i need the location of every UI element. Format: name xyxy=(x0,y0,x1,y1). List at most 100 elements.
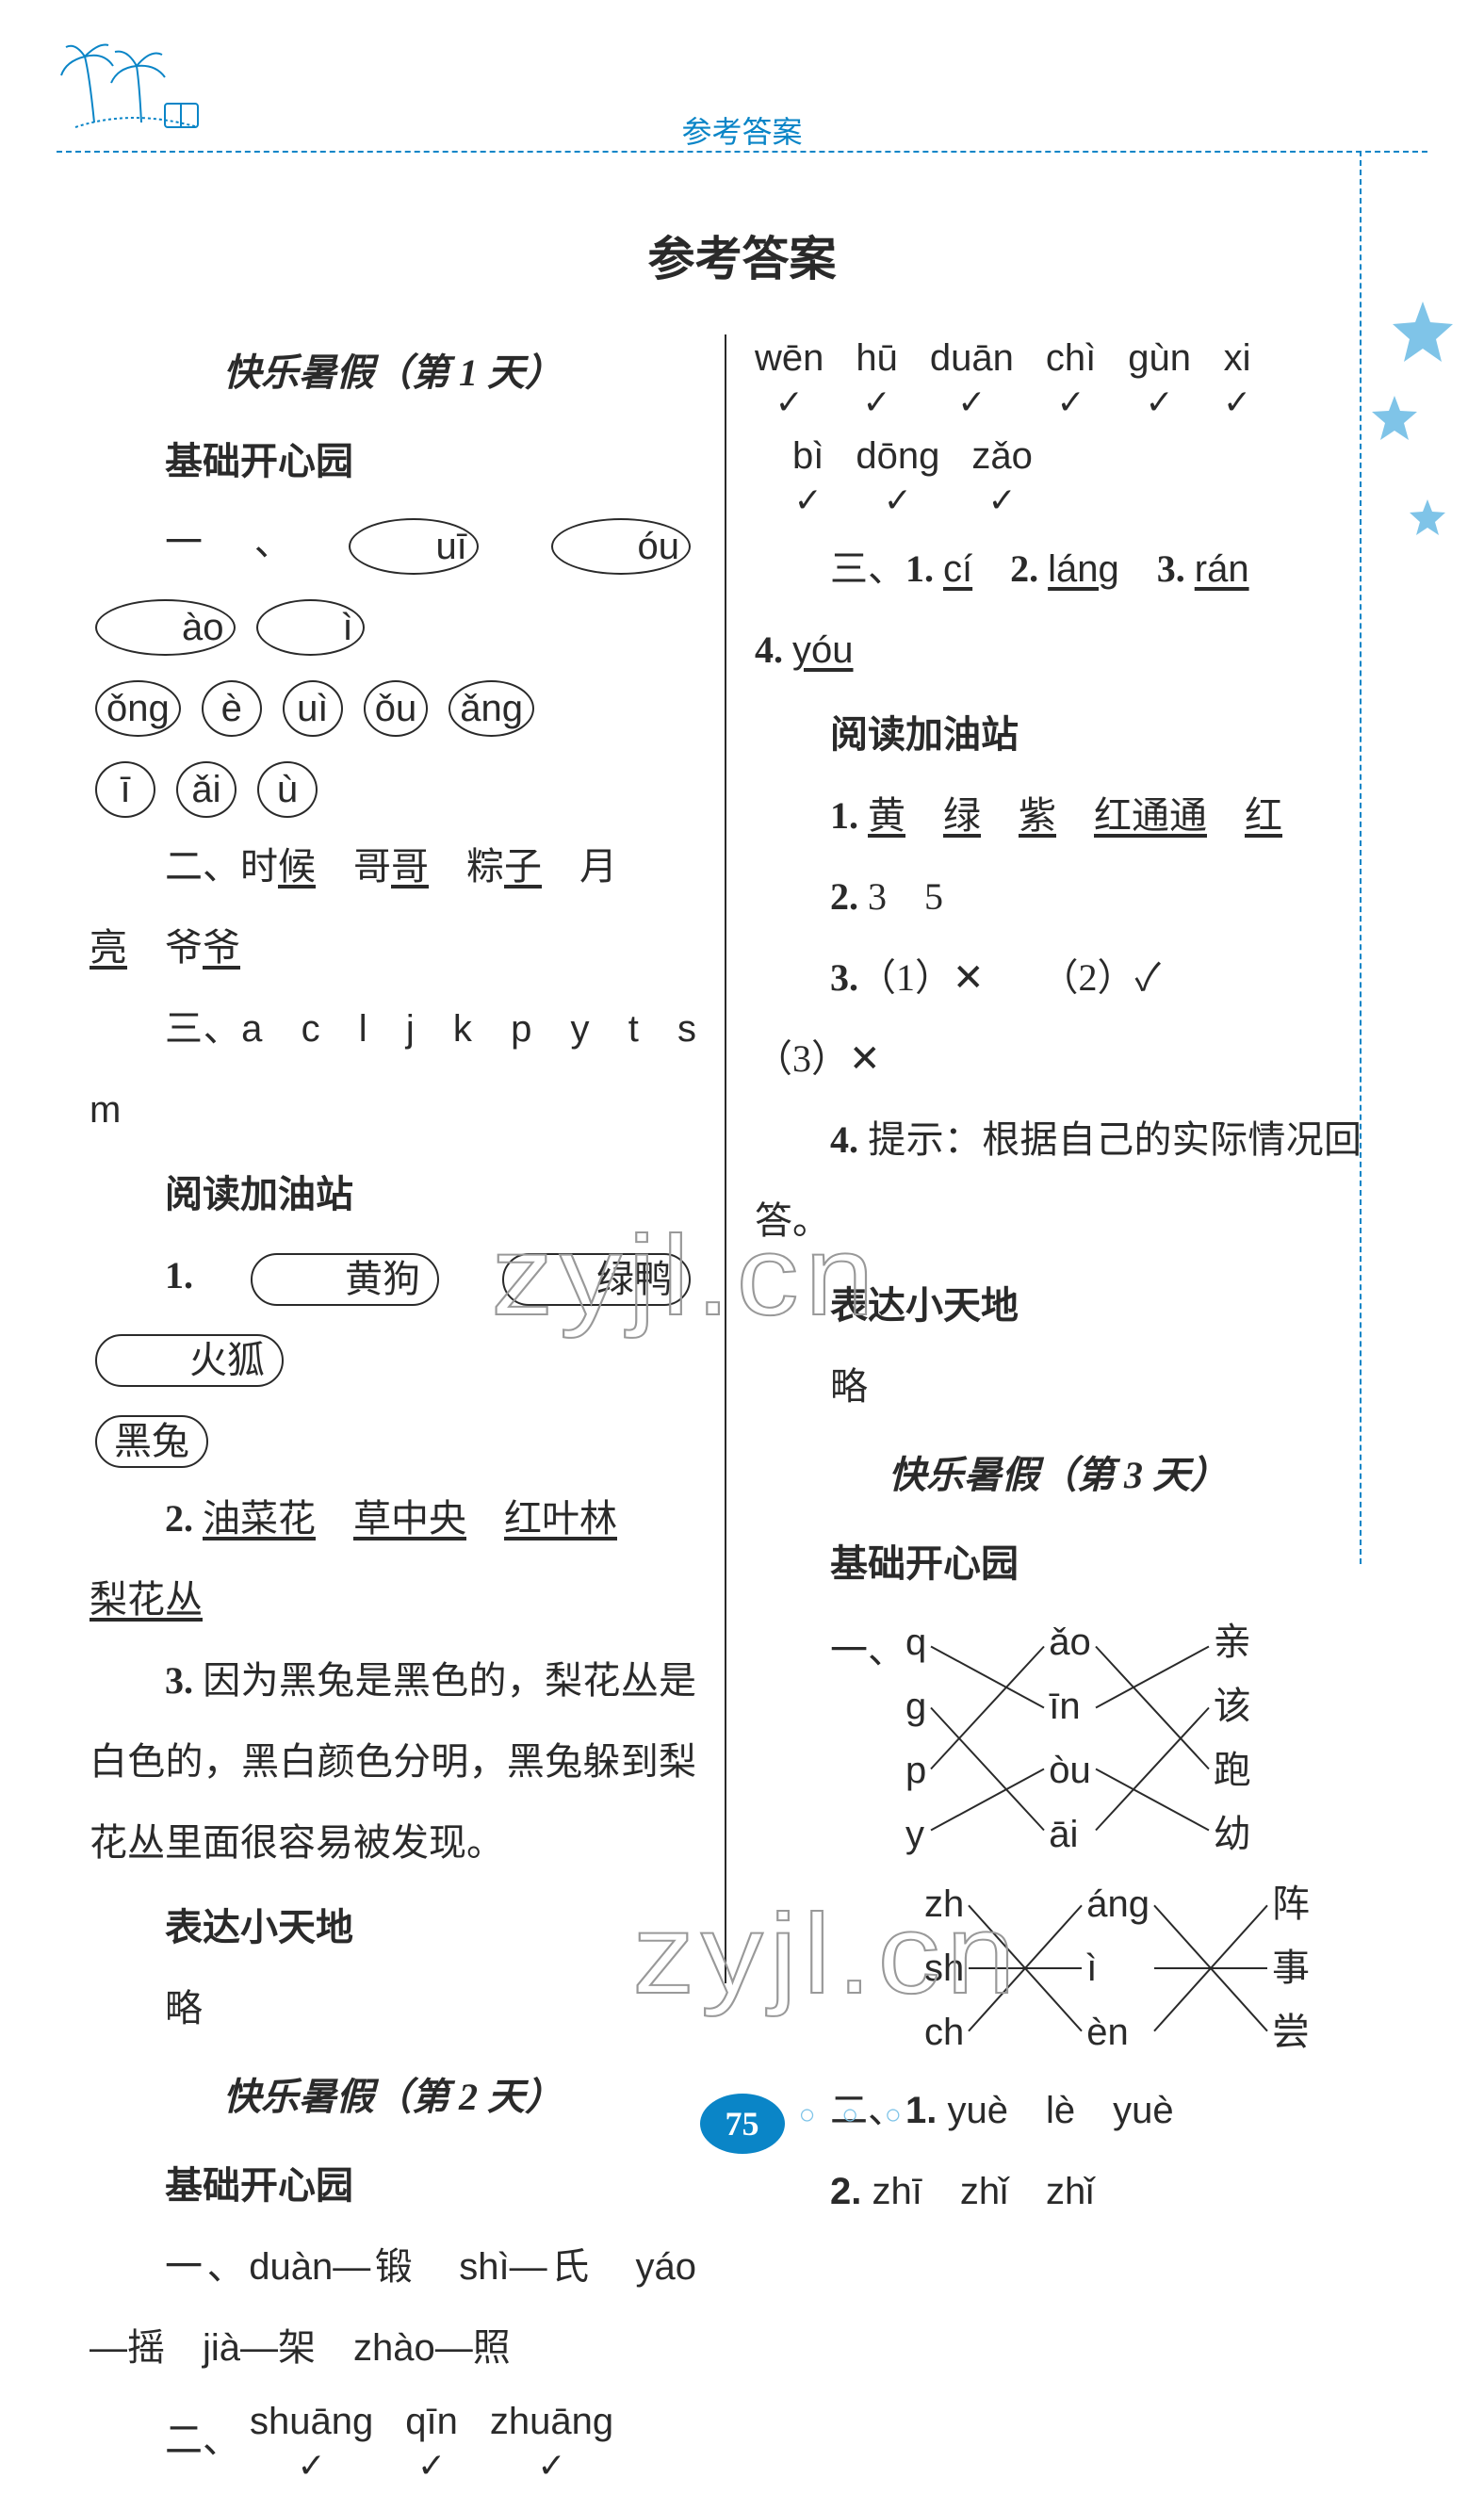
circled-item: ǎi xyxy=(176,761,236,818)
word: 粽 xyxy=(466,845,504,888)
match-item: òu xyxy=(1049,1738,1091,1802)
ul-word: 红叶林 xyxy=(504,1497,617,1540)
day3-section1: 基础开心园 xyxy=(830,1524,1362,1605)
ul-word: 爷 xyxy=(203,926,240,969)
day1-s2-q2: 2. 油菜花 草中央 红叶林 xyxy=(90,1478,696,1559)
match-item: ì xyxy=(1086,1936,1150,2000)
q1-label: 一、 xyxy=(830,1610,905,1691)
day2-q1: 一、duàn—锻 shì—氏 yáo—摇 jià—架 zhào—照 xyxy=(90,2226,696,2388)
item-val: láng xyxy=(1048,548,1119,590)
match2-right: 阵 事 尝 xyxy=(1272,1872,1310,2064)
pinyin-text: dōng xyxy=(856,435,939,477)
match2-lines-lm xyxy=(964,1874,1086,2062)
circled-item: ǒng xyxy=(95,680,181,737)
ul-word: 哥 xyxy=(391,845,429,888)
q3-label: 三、 xyxy=(830,547,905,590)
right-column: wēn✓ hū✓ duān✓ chì✓ gùn✓ xi✓ bì✓ dōng✓ z… xyxy=(726,325,1362,2494)
match-item: 亲 xyxy=(1214,1610,1251,1674)
match1-mid: ǎo īn òu āi xyxy=(1049,1610,1091,1866)
item-val: yóu xyxy=(792,629,854,671)
pinyin-check: zhuāng ✓ xyxy=(490,2400,613,2486)
item-val: cí xyxy=(943,548,972,590)
left-column: 快乐暑假（第 1 天） 基础开心园 一、uī óu ào ì ǒng è uì … xyxy=(90,325,725,2494)
day2-title: 快乐暑假（第 2 天） xyxy=(90,2057,696,2138)
header-small-title: 参考答案 xyxy=(0,108,1484,152)
pinyin-text: gùn xyxy=(1128,337,1191,379)
day3-title: 快乐暑假（第 3 天） xyxy=(755,1435,1362,1516)
day1-q2: 二、时候 哥哥 粽子 月 xyxy=(90,826,696,907)
pinyin-text: xi xyxy=(1224,337,1251,379)
q-label: 1. xyxy=(165,1254,193,1296)
item-num: 2. xyxy=(1010,547,1038,590)
check-icon: ✓ xyxy=(884,481,912,519)
match2-left: zh sh ch xyxy=(924,1872,964,2064)
q-label: 2. xyxy=(165,1497,193,1540)
day2-section3: 表达小天地 xyxy=(830,1265,1362,1346)
ul-word: 绿 xyxy=(943,794,981,837)
day1-title: 快乐暑假（第 1 天） xyxy=(90,333,696,414)
day1-section3: 表达小天地 xyxy=(165,1887,696,1968)
pinyin-text: qīn xyxy=(405,2401,458,2442)
pinyin-check: chì ✓ xyxy=(1046,336,1096,423)
match-item: sh xyxy=(924,1936,964,2000)
oval-item: 绿鸭 xyxy=(502,1253,691,1306)
check-icon: ✓ xyxy=(537,2446,565,2485)
circled-item: ǒu xyxy=(364,680,429,737)
check-icon: ✓ xyxy=(417,2446,446,2485)
match1-lines-mr xyxy=(1091,1616,1214,1861)
q2-label: 二、 xyxy=(165,2419,240,2461)
check-icon: ✓ xyxy=(957,383,986,421)
pinyin-check: duān ✓ xyxy=(930,336,1014,423)
pinyin-check: qīn ✓ xyxy=(405,2400,458,2486)
pinyin-check: wēn ✓ xyxy=(755,336,824,423)
pinyin-text: wēn xyxy=(755,337,824,379)
item-num: 1. xyxy=(905,547,934,590)
match-item: y xyxy=(905,1802,926,1866)
match-diagram-2: zh sh ch áng ì èn 阵 事 尝 xyxy=(924,1872,1362,2064)
day1-s2-q1: 1. 黄狗 绿鸭 火狐 xyxy=(90,1235,696,1397)
match2-mid: áng ì èn xyxy=(1086,1872,1150,2064)
match1-right: 亲 该 跑 幼 xyxy=(1214,1610,1251,1866)
circled-item: è xyxy=(202,680,262,737)
check-icon: ✓ xyxy=(1223,383,1251,421)
match-item: p xyxy=(905,1738,926,1802)
match-item: áng xyxy=(1086,1872,1150,1936)
check-icon: ✓ xyxy=(775,383,804,421)
circled-item: uì xyxy=(283,680,343,737)
pinyin-text: duān xyxy=(930,337,1014,379)
day1-q2-row2: 亮 爷爷 xyxy=(90,907,696,988)
day1-section1: 基础开心园 xyxy=(165,421,696,502)
q-label: 1. xyxy=(830,794,858,837)
pinyin-check: hū✓ xyxy=(856,336,898,423)
day2-q3-row2: 4. yóu xyxy=(755,610,1362,691)
day2-q3: 三、1. cí 2. láng 3. rán xyxy=(755,529,1362,610)
pinyin-text: chì xyxy=(1046,337,1096,379)
match-item: g xyxy=(905,1674,926,1738)
match-item: èn xyxy=(1086,2000,1150,2064)
ul-word: 子 xyxy=(504,845,542,888)
pinyin-text: zǎo xyxy=(971,435,1033,477)
match-item: 跑 xyxy=(1214,1738,1251,1802)
match-item: 阵 xyxy=(1272,1872,1310,1936)
match-diagram-1: 一、 q g p y ǎo īn òu āi 亲 该 跑 幼 xyxy=(830,1610,1362,1866)
circled-item: uī xyxy=(349,518,478,575)
oval-item: 黑兔 xyxy=(95,1415,208,1468)
match-item: ch xyxy=(924,2000,964,2064)
pinyin-text: bì xyxy=(792,435,824,477)
pinyin-text: zhuāng xyxy=(490,2401,613,2442)
ul-word: 红通通 xyxy=(1094,794,1207,837)
content-container: 快乐暑假（第 1 天） 基础开心园 一、uī óu ào ì ǒng è uì … xyxy=(90,325,1362,2494)
item-val: rán xyxy=(1195,548,1249,590)
pinyin-check: xi ✓ xyxy=(1223,336,1251,423)
oval-item: 火狐 xyxy=(95,1334,284,1387)
day1-s2-q3: 3. 因为黑兔是黑色的，梨花丛是白色的，黑白颜色分明，黑兔躲到梨花丛里面很容易被… xyxy=(90,1640,696,1883)
header-dashed-line xyxy=(57,151,1427,153)
pinyin-check: dōng ✓ xyxy=(856,434,939,521)
word: 哥 xyxy=(353,845,391,888)
check-icon: ✓ xyxy=(298,2446,326,2485)
page-number-badge: 75 xyxy=(700,2094,785,2154)
q1-label: 一、 xyxy=(165,521,343,563)
day2-s3-text: 略 xyxy=(755,1346,1362,1427)
oval-item: 黄狗 xyxy=(251,1253,439,1306)
check-icon: ✓ xyxy=(1056,383,1084,421)
